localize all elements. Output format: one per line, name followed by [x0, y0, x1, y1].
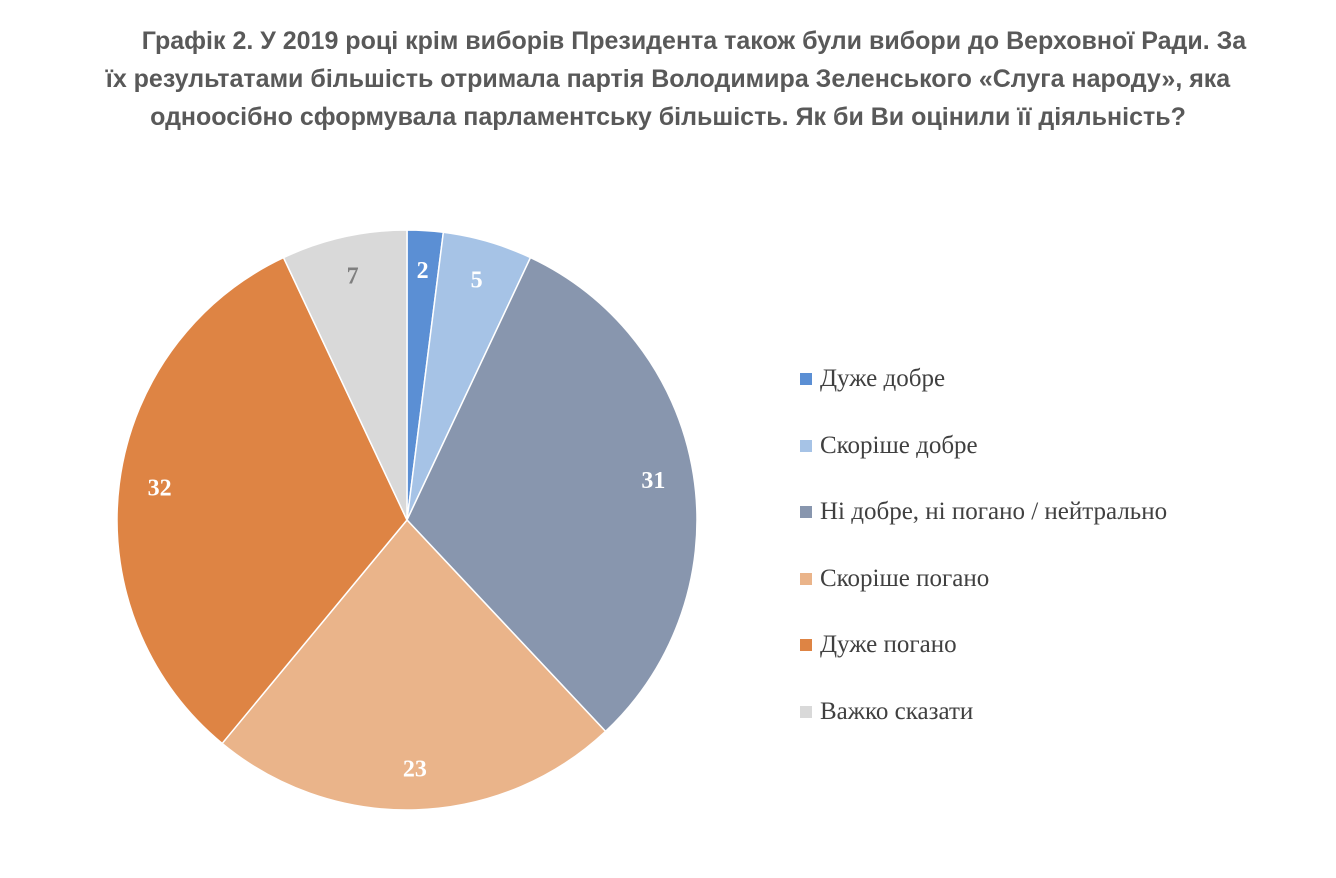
- pie-data-labels: 2 5 31 23 32 7: [148, 258, 666, 782]
- slice-4: [221, 518, 607, 811]
- legend-swatch-2: [800, 439, 812, 452]
- legend-item-4: Скоріше погано: [800, 546, 1167, 613]
- data-label-1: 2: [417, 258, 429, 284]
- legend-swatch-6: [800, 705, 812, 718]
- slice-6: [282, 229, 408, 521]
- legend-label-3: Ні добре, ні погано / нейтрально: [820, 498, 1168, 526]
- legend-item-2: Скоріше добре: [800, 413, 1167, 480]
- chart-legend: Дуже добре Скоріше добре Ні добре, ні пога…: [800, 346, 1167, 745]
- legend-item-5: Дуже погано: [800, 612, 1167, 679]
- legend-swatch-5: [800, 639, 812, 652]
- title-line-1: Графік 2. У 2019 році крім виборів Прези…: [141, 27, 1247, 55]
- legend-swatch-3: [800, 506, 812, 519]
- title-line-3: одноосібно сформувала парламентську біль…: [150, 103, 1186, 131]
- title-line-2: їх результатами більшість отримала парті…: [105, 65, 1231, 93]
- pie-slices: [116, 229, 698, 811]
- legend-label-5: Дуже погано: [820, 631, 957, 659]
- data-label-4: 23: [403, 756, 427, 782]
- slice-3: [406, 256, 698, 733]
- legend-swatch-1: [800, 373, 812, 386]
- legend-item-1: Дуже добре: [800, 346, 1167, 413]
- legend-label-1: Дуже добре: [820, 365, 946, 393]
- data-label-3: 31: [641, 468, 665, 494]
- legend-swatch-4: [800, 572, 812, 585]
- legend-label-4: Скоріше погано: [820, 564, 990, 592]
- legend-label-2: Скоріше добре: [820, 431, 978, 459]
- data-label-5: 32: [148, 476, 172, 502]
- data-label-6: 7: [347, 264, 359, 290]
- data-label-2: 5: [471, 268, 483, 294]
- legend-item-6: Важко сказати: [800, 679, 1167, 746]
- slice-5: [116, 256, 408, 745]
- legend-item-3: Ні добре, ні погано / нейтрально: [800, 479, 1167, 546]
- legend-label-6: Важко сказати: [820, 697, 974, 725]
- chart-title: Графік 2. У 2019 році крім виборів Прези…: [0, 22, 1336, 136]
